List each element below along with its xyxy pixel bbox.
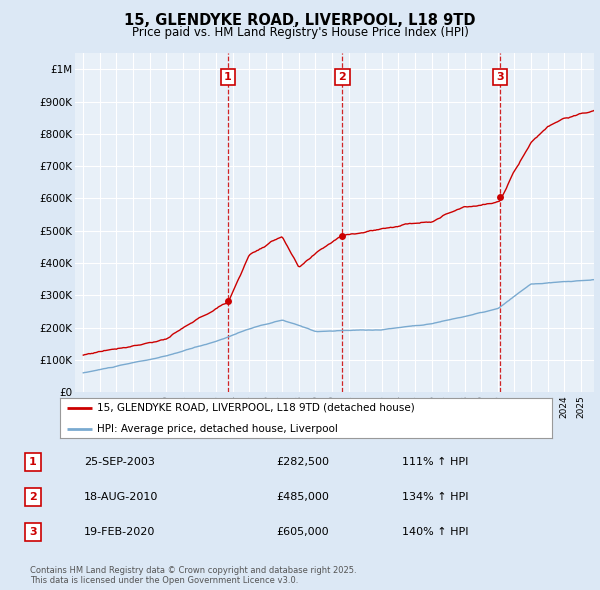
Text: 25-SEP-2003: 25-SEP-2003: [84, 457, 155, 467]
Text: 3: 3: [29, 527, 37, 537]
Text: 111% ↑ HPI: 111% ↑ HPI: [402, 457, 469, 467]
Text: £485,000: £485,000: [276, 492, 329, 502]
Text: 2: 2: [338, 72, 346, 82]
Text: 15, GLENDYKE ROAD, LIVERPOOL, L18 9TD: 15, GLENDYKE ROAD, LIVERPOOL, L18 9TD: [124, 13, 476, 28]
Text: £282,500: £282,500: [276, 457, 329, 467]
Text: 134% ↑ HPI: 134% ↑ HPI: [402, 492, 469, 502]
Text: 140% ↑ HPI: 140% ↑ HPI: [402, 527, 469, 537]
Text: 1: 1: [224, 72, 232, 82]
Text: 19-FEB-2020: 19-FEB-2020: [84, 527, 155, 537]
Text: 15, GLENDYKE ROAD, LIVERPOOL, L18 9TD (detached house): 15, GLENDYKE ROAD, LIVERPOOL, L18 9TD (d…: [97, 403, 415, 412]
Text: Price paid vs. HM Land Registry's House Price Index (HPI): Price paid vs. HM Land Registry's House …: [131, 26, 469, 39]
Text: 18-AUG-2010: 18-AUG-2010: [84, 492, 158, 502]
Text: 2: 2: [29, 492, 37, 502]
Text: 3: 3: [496, 72, 504, 82]
Text: Contains HM Land Registry data © Crown copyright and database right 2025.
This d: Contains HM Land Registry data © Crown c…: [30, 566, 356, 585]
Text: HPI: Average price, detached house, Liverpool: HPI: Average price, detached house, Live…: [97, 424, 338, 434]
Text: £605,000: £605,000: [276, 527, 329, 537]
Text: 1: 1: [29, 457, 37, 467]
